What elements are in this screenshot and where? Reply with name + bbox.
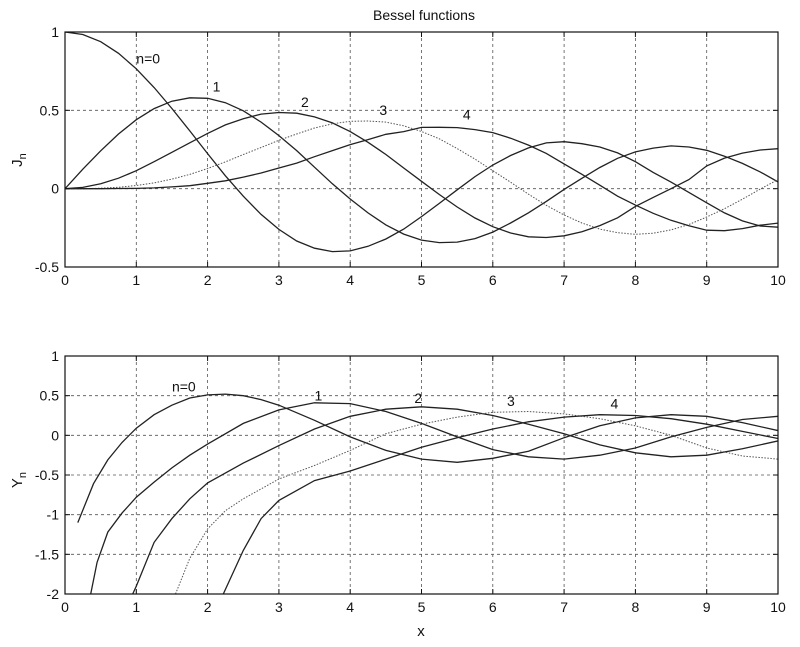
j-x-tick-label-4: 4 — [346, 272, 354, 288]
j-series-label-3: 3 — [379, 102, 387, 118]
y-x-tick-label-1: 1 — [132, 599, 140, 615]
y-series-label-3: 3 — [507, 393, 515, 409]
j-x-tick-label-0: 0 — [61, 272, 69, 288]
svg-text:Jn: Jn — [9, 153, 29, 167]
j-plot: n=012 3 40 1 2 3 4 5 6 7 8 9 10-0.500.51 — [35, 24, 786, 288]
j-y-tick-label-0: -0.5 — [35, 259, 59, 275]
j-series-label-2: 2 — [301, 94, 309, 110]
y-plot: n=0 1 2 3 4 0 1 2 3 4 5 6 7 8 9 10 -2 -1.5 -1 -0.5 0 0.5 1 — [35, 348, 786, 615]
y-x-tick-label-9: 9 — [703, 599, 711, 615]
j-x-tick-label-8: 8 — [632, 272, 640, 288]
y-series-line-4 — [222, 414, 778, 594]
y-x-tick-label-2: 2 — [204, 599, 212, 615]
j-series-label-4: 4 — [463, 107, 471, 123]
j-y-axis-label-sub: n — [17, 153, 29, 159]
y-y-tick-label-6: 1 — [51, 348, 59, 364]
y-series-label-1: 1 — [315, 387, 323, 403]
j-x-tick-label-3: 3 — [275, 272, 283, 288]
y-x-tick-label-0: 0 — [61, 599, 69, 615]
y-series-line-0 — [77, 393, 778, 523]
j-x-tick-label-2: 2 — [204, 272, 212, 288]
y-x-tick-label-10: 10 — [770, 599, 786, 615]
y-y-axis-label-sub: n — [17, 472, 29, 478]
j-x-tick-label-9: 9 — [703, 272, 711, 288]
y-series-line-1 — [90, 402, 778, 594]
j-series-line-0 — [65, 32, 778, 253]
j-series-label-0: n=0 — [136, 50, 160, 66]
chart-title: Bessel functions — [373, 7, 475, 23]
y-series-label-2: 2 — [414, 390, 422, 406]
y-y-tick-label-5: 0.5 — [40, 388, 60, 404]
j-series-label-1: 1 — [213, 79, 221, 95]
y-y-tick-label-0: -2 — [47, 586, 60, 602]
j-y-axis-label-main: J — [9, 159, 26, 167]
y-y-axis-label-main: Y — [9, 478, 26, 488]
y-y-tick-label-3: -0.5 — [35, 467, 59, 483]
y-x-tick-label-8: 8 — [632, 599, 640, 615]
j-x-tick-label-1: 1 — [132, 272, 140, 288]
y-x-tick-label-4: 4 — [346, 599, 354, 615]
y-y-tick-label-4: 0 — [51, 427, 59, 443]
j-y-axis-label: Jn — [9, 153, 29, 167]
y-y-axis-label: Yn — [9, 472, 29, 488]
y-y-tick-label-2: -1 — [47, 507, 60, 523]
y-series-line-2 — [132, 406, 778, 594]
y-x-tick-label-7: 7 — [560, 599, 568, 615]
j-x-tick-label-5: 5 — [418, 272, 426, 288]
y-x-tick-label-3: 3 — [275, 599, 283, 615]
y-series-label-4: 4 — [610, 395, 618, 411]
j-y-tick-label-3: 1 — [51, 24, 59, 40]
j-x-tick-label-10: 10 — [770, 272, 786, 288]
j-y-tick-label-2: 0.5 — [40, 102, 60, 118]
j-series-line-1 — [65, 97, 778, 244]
svg-text:Yn: Yn — [9, 472, 29, 488]
y-x-tick-label-5: 5 — [418, 599, 426, 615]
y-y-tick-label-1: -1.5 — [35, 546, 59, 562]
y-x-tick-label-6: 6 — [489, 599, 497, 615]
j-series-line-2 — [65, 111, 778, 239]
j-x-tick-label-7: 7 — [560, 272, 568, 288]
y-series-line-3 — [175, 410, 778, 594]
j-y-tick-label-1: 0 — [51, 181, 59, 197]
j-x-tick-label-6: 6 — [489, 272, 497, 288]
y-series-label-0: n=0 — [172, 379, 196, 395]
x-axis-label: x — [417, 623, 425, 640]
j-series-line-4 — [65, 126, 778, 232]
